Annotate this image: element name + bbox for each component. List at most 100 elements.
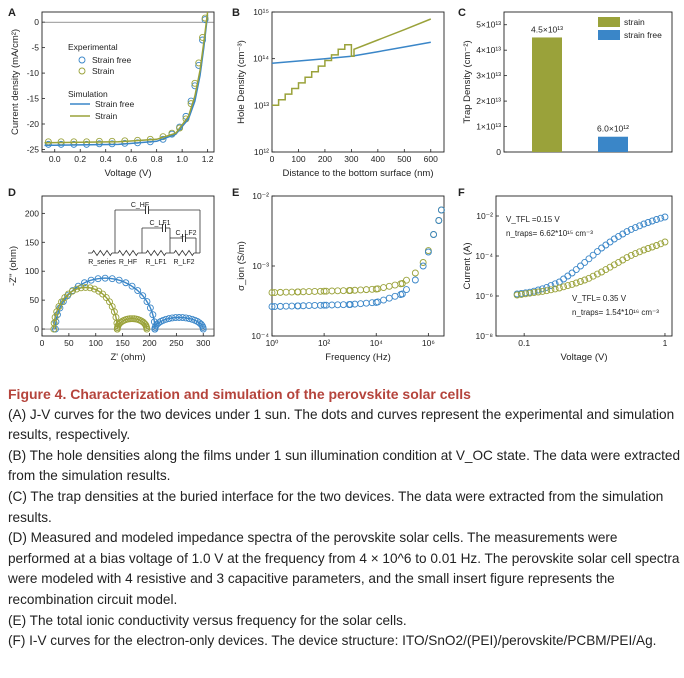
iv-point: [631, 224, 639, 232]
y-tick-label: -15: [27, 94, 40, 104]
conductivity-point: [339, 287, 347, 295]
x-tick-label: 0: [270, 154, 275, 164]
x-tick-label: 300: [344, 154, 358, 164]
y-tick-label: 150: [25, 237, 39, 247]
iv-point: [644, 245, 652, 252]
impedance-data-point: [199, 325, 207, 333]
resistor: [91, 249, 113, 257]
plot-frame: [271, 11, 445, 153]
impedance-data-point: [172, 314, 180, 322]
conductivity-point: [320, 301, 328, 309]
conductivity-point: [368, 285, 376, 293]
iv-point: [640, 246, 648, 254]
conductivity-point: [424, 248, 432, 256]
conductivity-point: [385, 294, 393, 302]
iv-point: [568, 269, 576, 277]
impedance-data-point: [115, 276, 123, 284]
iv-point: [631, 250, 639, 258]
experimental-point: [201, 14, 209, 22]
experimental-point: [199, 36, 206, 44]
y-axis-label: σ_ion (S/m): [236, 241, 247, 291]
figure-caption: Figure 4. Characterization and simulatio…: [8, 384, 680, 652]
x-tick-label: 400: [371, 154, 385, 164]
circuit-label: C_LF2: [175, 230, 196, 237]
x-tick-label: 100: [291, 154, 305, 164]
y-axis-label: -Z'' (ohm): [8, 246, 19, 286]
conductivity-point: [419, 262, 427, 270]
impedance-data-point: [175, 314, 183, 321]
panel-label-c: C: [458, 7, 466, 19]
conductivity-point: [317, 287, 324, 295]
y-tick-label: 10⁻⁸: [475, 331, 493, 341]
iv-point: [648, 243, 656, 251]
y-axis-label: Current density (mA/cm²): [10, 29, 21, 135]
impedance-data-point: [149, 311, 157, 319]
x-tick-label: 200: [142, 338, 156, 348]
annotation-vtfl-strain: V_TFL= 0.35 V: [572, 294, 627, 303]
experimental-point: [44, 140, 52, 148]
y-tick-label: 200: [25, 208, 39, 218]
conductivity-point: [397, 280, 405, 288]
iv-point: [526, 289, 534, 297]
legend-label: strain free: [624, 30, 662, 40]
x-axis-label: Voltage (V): [105, 168, 152, 179]
iv-point: [585, 255, 593, 263]
impedance-data-point: [87, 276, 95, 284]
impedance-data-point: [77, 284, 85, 292]
simulation-curve: [44, 14, 209, 147]
figure-4: A 0.0 0.2 0.4 0.6 0.8 1.0 1.2 0 -5 -10 -15 -20 -25 Vol…: [8, 7, 673, 363]
iv-point: [560, 275, 568, 283]
x-axis-label: Distance to the bottom surface (nm): [282, 168, 433, 179]
iv-point: [644, 219, 652, 226]
impedance-data-point: [86, 284, 94, 292]
iv-point: [543, 287, 551, 295]
x-tick-label: 10⁴: [370, 338, 383, 348]
conductivity-point: [317, 301, 324, 309]
impedance-data-point: [146, 304, 154, 312]
iv-point: [661, 213, 669, 221]
y-tick-label: 3×10¹³: [476, 71, 501, 81]
legend-marker-strain: [78, 67, 86, 75]
conductivity-point: [397, 291, 405, 298]
impedance-data-point: [99, 290, 107, 298]
y-tick-label: 10⁻²: [476, 211, 493, 221]
conductivity-point: [305, 302, 313, 310]
x-tick-label: 200: [318, 154, 332, 164]
iv-point: [572, 279, 580, 287]
conductivity-point: [437, 206, 445, 214]
impedance-data-point: [101, 274, 109, 282]
x-tick-label: 150: [116, 338, 130, 348]
iv-point: [657, 214, 665, 222]
conductivity-point: [357, 300, 365, 308]
conductivity-point: [424, 247, 432, 255]
iv-point: [627, 251, 635, 259]
annotation-vtfl-strain-free: V_TFL =0.15 V: [506, 215, 560, 224]
x-tick-label: 0.2: [74, 154, 86, 164]
circuit-label: R_LF1: [145, 259, 166, 266]
impedance-fit-curve: [54, 277, 156, 330]
x-tick-label: 0.4: [100, 154, 112, 164]
y-axis-label: Trap Density (cm⁻²): [462, 40, 473, 123]
iv-point: [555, 284, 563, 292]
legend-swatch-strain-free: [598, 30, 620, 40]
x-tick-label: 10⁶: [422, 338, 435, 348]
conductivity-point: [391, 281, 399, 289]
iv-point: [551, 280, 559, 288]
impedance-data-point: [134, 287, 142, 295]
impedance-data-point: [82, 283, 89, 291]
y-tick-label: -5: [31, 43, 39, 53]
iv-point: [539, 287, 546, 295]
impedance-data-point: [91, 285, 98, 293]
panel-label-f: F: [458, 187, 465, 199]
trap-density-bar: [598, 136, 628, 152]
iv-point: [522, 290, 530, 298]
conductivity-point: [320, 287, 328, 295]
experimental-point: [95, 140, 103, 148]
conductivity-point: [282, 288, 290, 296]
circuit-label: R_series: [88, 259, 116, 266]
plot-frame: [41, 195, 215, 337]
caption-paragraph-e: (E) The total ionic conductivity versus …: [8, 612, 407, 628]
x-tick-label: 100: [89, 338, 103, 348]
x-tick-label: 50: [64, 338, 74, 348]
conductivity-point: [334, 287, 342, 295]
